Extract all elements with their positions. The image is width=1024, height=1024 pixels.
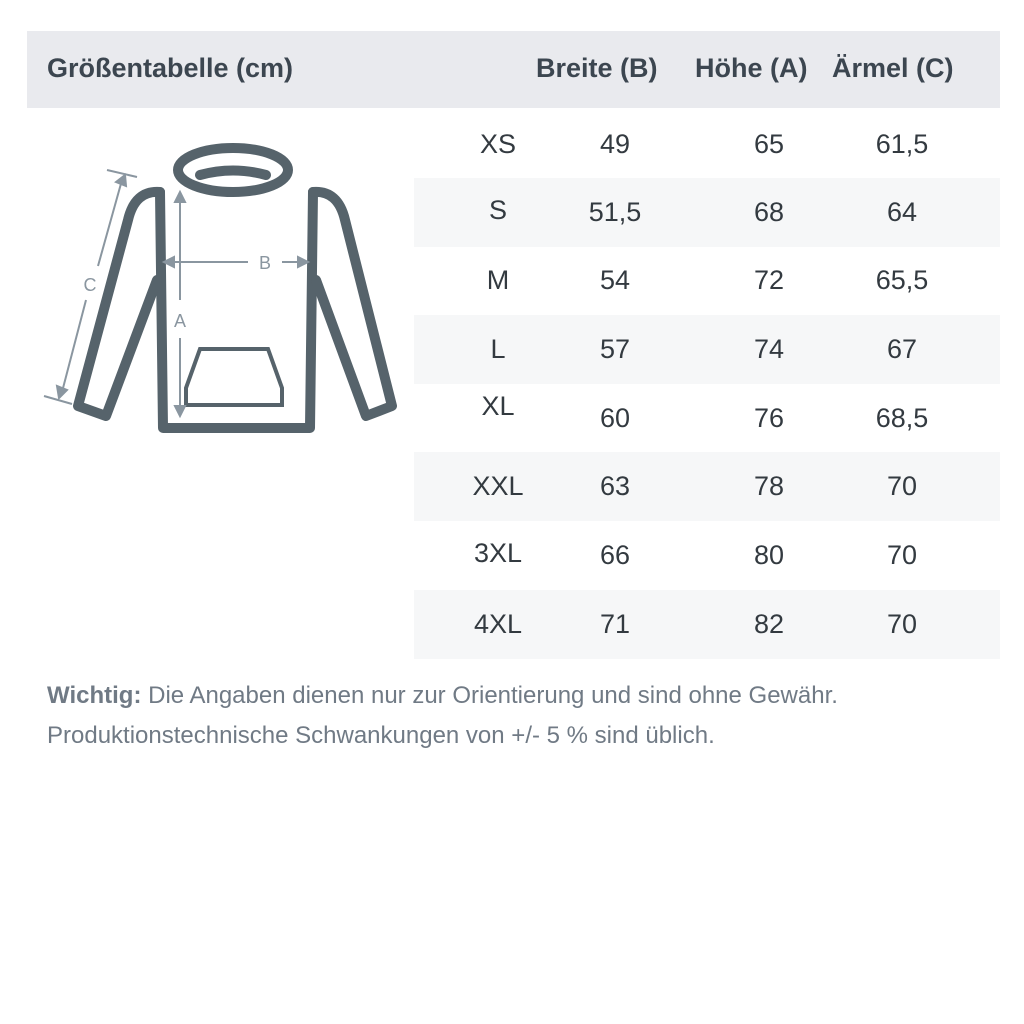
disclaimer-note: Wichtig: Die Angaben dienen nur zur Orie… [47,676,838,756]
cell-size: XS [479,129,517,159]
cell-height: 80 [753,540,785,570]
cell-height: 65 [753,129,785,159]
cell-height: 82 [753,609,785,639]
cell-sleeve: 67 [886,334,918,364]
cell-height: 68 [753,197,785,227]
label-b: B [259,253,271,273]
table-row: 3XL 66 80 70 [414,521,1000,590]
page-title: Größentabelle (cm) [47,53,294,83]
table-row: M 54 72 65,5 [414,246,1000,315]
cell-width: 49 [599,129,631,159]
cell-height: 78 [753,471,785,501]
column-header-height: Höhe (A) [695,53,808,83]
cell-sleeve: 70 [886,540,918,570]
note-label: Wichtig: [47,682,142,709]
cell-size: 4XL [473,609,523,639]
note-line-2: Produktionstechnische Schwankungen von +… [47,722,715,749]
cell-size: M [486,265,510,295]
label-c: C [84,275,97,295]
table-row: 4XL 71 82 70 [414,590,1000,659]
column-header-sleeve: Ärmel (C) [832,53,954,83]
note-line-1: Die Angaben dienen nur zur Orientierung … [148,682,838,709]
cell-sleeve: 68,5 [875,403,929,433]
table-header: Größentabelle (cm) Breite (B) Höhe (A) Ä… [27,31,1000,108]
cell-size: XL [481,391,515,421]
cell-width: 66 [599,540,631,570]
cell-size: S [488,195,507,225]
cell-sleeve: 70 [886,609,918,639]
table-row: L 57 74 67 [414,315,1000,384]
cell-width: 63 [599,471,631,501]
table-row: XS 49 65 61,5 [414,110,1000,179]
label-a: A [174,311,186,331]
cell-size: 3XL [473,538,523,568]
table-row: XXL 63 78 70 [414,452,1000,521]
cell-height: 76 [753,403,785,433]
cell-width: 71 [599,609,631,639]
cell-width: 54 [599,265,631,295]
cell-size: L [490,334,506,364]
cell-size: XXL [472,471,524,501]
table-row: S 51,5 68 64 [414,178,1000,247]
cell-width: 60 [599,403,631,433]
cell-width: 51,5 [588,197,642,227]
cell-height: 74 [753,334,785,364]
cell-sleeve: 70 [886,471,918,501]
cell-height: 72 [753,265,785,295]
cell-sleeve: 61,5 [875,129,929,159]
cell-width: 57 [599,334,631,364]
column-header-width: Breite (B) [536,53,658,83]
hoodie-diagram-icon: A B C [43,143,397,433]
cell-sleeve: 64 [886,197,918,227]
cell-sleeve: 65,5 [875,265,929,295]
table-row: XL 60 76 68,5 [414,384,1000,453]
